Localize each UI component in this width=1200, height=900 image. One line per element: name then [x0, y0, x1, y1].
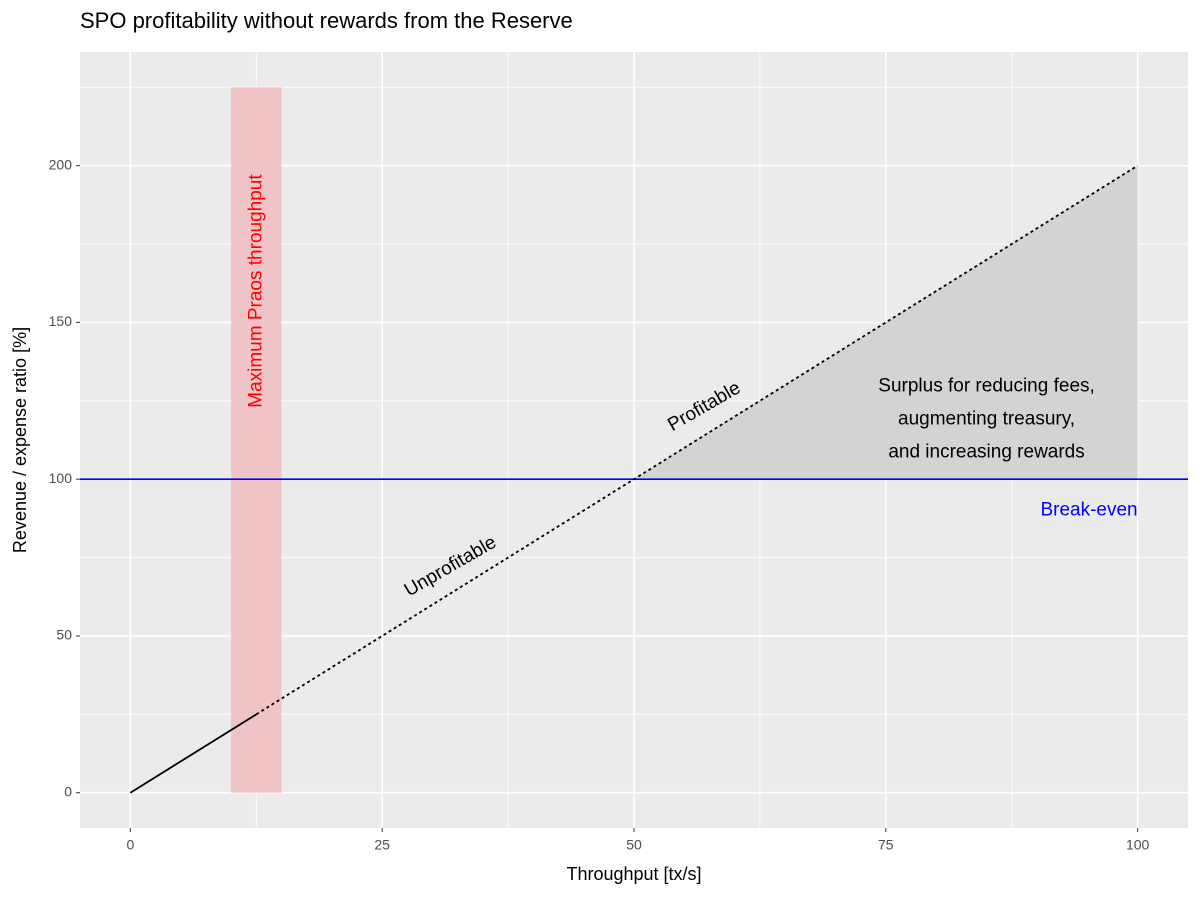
- x-tick-label: 25: [374, 837, 390, 853]
- x-axis-label: Throughput [tx/s]: [566, 864, 701, 884]
- x-tick-label: 0: [126, 837, 134, 853]
- y-axis-label: Revenue / expense ratio [%]: [10, 327, 30, 553]
- y-tick-label: 0: [64, 783, 72, 799]
- y-tick-label: 50: [56, 627, 72, 643]
- y-tick-label: 200: [49, 156, 73, 172]
- x-tick-label: 100: [1126, 837, 1150, 853]
- y-tick-label: 100: [49, 470, 73, 486]
- band-label: Maximum Praos throughput: [245, 174, 266, 408]
- annotation-line: augmenting treasury,: [898, 409, 1075, 430]
- line: [255, 164, 1139, 716]
- break-even-label: Break-even: [1040, 500, 1137, 521]
- annotation-line: and increasing rewards: [888, 442, 1084, 463]
- annotation-line: Surplus for reducing fees,: [878, 376, 1095, 397]
- y-tick-label: 150: [49, 313, 73, 329]
- x-tick-label: 75: [878, 837, 894, 853]
- chart-title: SPO profitability without rewards from t…: [80, 8, 573, 33]
- line: [129, 713, 257, 794]
- band: [231, 87, 282, 793]
- x-tick-label: 50: [626, 837, 642, 853]
